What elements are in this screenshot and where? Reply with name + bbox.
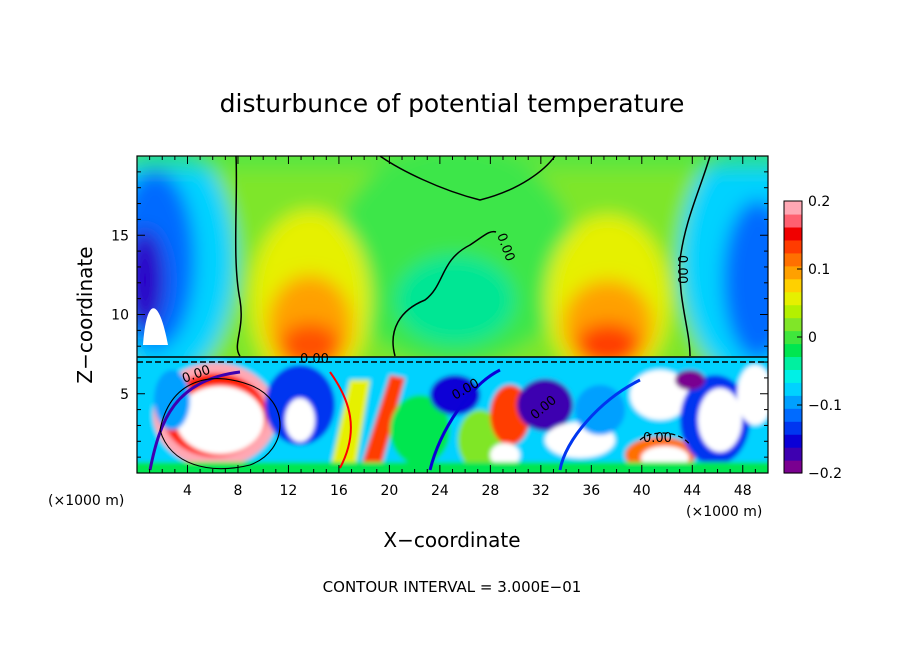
colorbar-swatch xyxy=(784,460,802,474)
x-tick-label: 24 xyxy=(431,483,449,499)
colorbar-swatch xyxy=(784,213,802,228)
colorbar-swatch xyxy=(784,239,802,254)
colorbar-swatch xyxy=(784,317,802,332)
colorbar-swatch xyxy=(784,278,802,293)
colorbar-swatch xyxy=(784,226,802,241)
y-tick-label: 5 xyxy=(120,387,129,403)
x-unit-left: (×1000 m) xyxy=(48,493,124,509)
x-tick-label: 36 xyxy=(582,483,600,499)
colorbar-swatch xyxy=(784,421,802,435)
x-tick-label: 12 xyxy=(280,483,298,499)
y-axis-label: Z−coordinate xyxy=(73,246,97,383)
colorbar-tick-label: 0 xyxy=(808,330,817,346)
colorbar-swatch xyxy=(784,356,802,370)
colorbar-tick-label: 0.2 xyxy=(808,194,830,210)
y-tick-label: 15 xyxy=(111,228,129,244)
colorbar-swatch xyxy=(784,382,802,396)
colorbar-swatch xyxy=(784,265,802,280)
contour-label: 0.00 xyxy=(643,431,672,446)
x-tick-label: 8 xyxy=(233,483,242,499)
x-tick-label: 32 xyxy=(532,483,550,499)
contour-label: 0.00 xyxy=(674,255,689,284)
x-tick-label: 48 xyxy=(734,483,752,499)
colorbar-swatch xyxy=(784,447,802,461)
upper-field xyxy=(137,156,768,357)
lower-field xyxy=(137,357,768,473)
x-tick-label: 40 xyxy=(633,483,651,499)
x-tick-label: 20 xyxy=(380,483,398,499)
y-axis: 5 10 15 xyxy=(111,171,768,458)
colorbar-tick-label: −0.1 xyxy=(808,398,842,414)
colorbar-swatch xyxy=(784,304,802,319)
x-tick-label: 4 xyxy=(183,483,192,499)
x-unit-right: (×1000 m) xyxy=(686,504,762,520)
colorbar-tick-label: −0.2 xyxy=(808,466,842,482)
x-axis-label: X−coordinate xyxy=(383,528,520,552)
colorbar-swatch xyxy=(784,408,802,422)
colorbar-swatch xyxy=(784,330,802,345)
x-axis: 4 8 12 16 20 24 28 32 36 40 44 48 xyxy=(149,156,756,499)
colorbar-swatch xyxy=(784,369,802,383)
colorbar-swatch xyxy=(784,252,802,267)
colorbar-swatch xyxy=(784,291,802,306)
x-tick-label: 44 xyxy=(683,483,701,499)
colorbar-swatch xyxy=(784,201,802,215)
colorbar-swatch xyxy=(784,343,802,358)
contour-label: 0.00 xyxy=(300,352,329,367)
contour-interval-note: CONTOUR INTERVAL = 3.000E−01 xyxy=(323,578,582,596)
colorbar-swatch xyxy=(784,434,802,448)
chart-title: disturbunce of potential temperature xyxy=(220,89,685,118)
x-tick-label: 16 xyxy=(330,483,348,499)
colorbar-swatch xyxy=(784,395,802,409)
colorbar-tick-label: 0.1 xyxy=(808,262,830,278)
y-tick-label: 10 xyxy=(111,308,129,324)
x-tick-label: 28 xyxy=(481,483,499,499)
colorbar: 0.2 0.1 0 −0.1 −0.2 xyxy=(783,194,842,482)
contour-lines xyxy=(137,156,768,470)
plot-area: 0.00 0.00 0.00 0.00 0.00 0.00 0.00 xyxy=(137,156,768,473)
